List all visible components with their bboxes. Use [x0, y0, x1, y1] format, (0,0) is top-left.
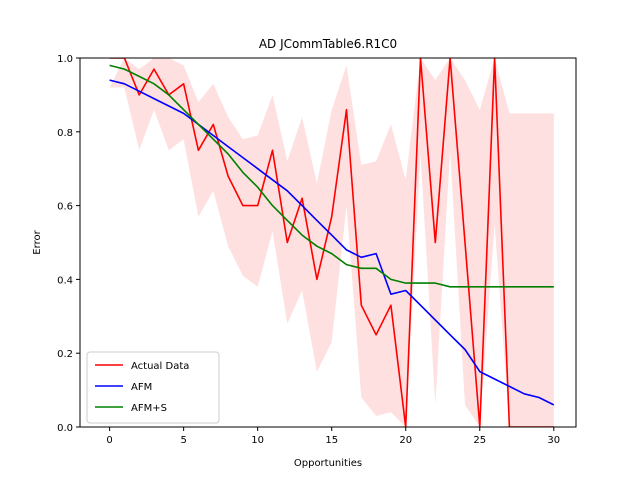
x-tick-label: 20 — [399, 435, 412, 446]
legend-label-2: AFM+S — [131, 403, 167, 414]
legend-label-1: AFM — [131, 382, 152, 393]
y-tick-label: 0.2 — [57, 349, 73, 360]
legend-box — [86, 351, 220, 424]
x-tick-label: 10 — [251, 435, 264, 446]
y-tick-label: 0.0 — [57, 423, 73, 434]
series-line-1 — [109, 79, 555, 406]
plot-frame — [79, 57, 577, 428]
y-axis-label: Error — [32, 229, 43, 254]
series-line-2 — [109, 64, 554, 288]
y-tick-label: 1.0 — [57, 54, 73, 65]
x-tick-label: 0 — [106, 435, 112, 446]
y-tick-label: 0.4 — [57, 275, 73, 286]
legend-label-0: Actual Data — [131, 361, 189, 372]
x-tick-label: 15 — [325, 435, 338, 446]
chart-title: AD JCommTable6.R1C0 — [259, 37, 397, 51]
x-tick-label: 25 — [473, 435, 486, 446]
x-tick-label: 5 — [180, 435, 186, 446]
series-lines-layer — [109, 58, 555, 427]
y-tick-label: 0.8 — [57, 128, 73, 139]
x-axis-label: Opportunities — [294, 458, 362, 469]
axes: 0 5 10 15 20 25 30 0.0 0.2 0.4 0.6 0.8 1.0 — [57, 54, 577, 446]
y-tick-label: 0.6 — [57, 202, 73, 213]
legend: Actual Data AFM AFM+S — [86, 351, 220, 424]
series-line-0 — [109, 58, 554, 427]
x-tick-label: 30 — [547, 435, 560, 446]
